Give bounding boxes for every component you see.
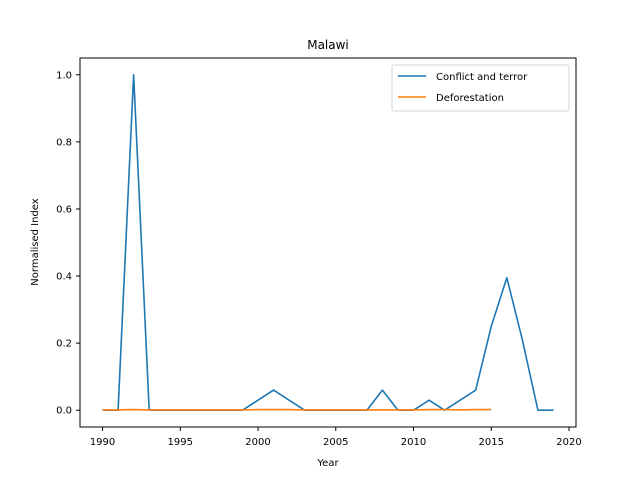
legend: Conflict and terror Deforestation — [391, 64, 570, 112]
y-tick-label: 0.4 — [56, 272, 72, 283]
chart-title: Malawi — [307, 38, 349, 52]
y-tick-label: 0.8 — [56, 137, 72, 148]
y-axis-title: Normalised Index — [30, 198, 41, 285]
series-line-conflict-and-terror — [102, 73, 554, 412]
x-tick-label: 2010 — [401, 437, 426, 448]
x-tick-label: 2005 — [323, 437, 348, 448]
x-axis-title: Year — [316, 458, 339, 469]
x-tick-label: 1995 — [168, 437, 193, 448]
y-tick-label: 0.0 — [56, 406, 72, 417]
legend-label-conflict: Conflict and terror — [436, 72, 528, 83]
plot-area-frame — [79, 57, 577, 428]
y-axis: 0.0 0.2 0.4 0.6 0.8 1.0 — [56, 70, 80, 417]
y-tick-label: 0.2 — [56, 339, 72, 350]
x-tick-label: 2015 — [479, 437, 504, 448]
x-axis: 1990 1995 2000 2005 2010 2015 2020 — [90, 427, 582, 448]
x-tick-label: 2020 — [556, 437, 581, 448]
legend-box — [391, 64, 570, 112]
series-layer — [102, 73, 554, 412]
legend-label-deforestation: Deforestation — [436, 93, 504, 104]
x-tick-label: 1990 — [90, 437, 115, 448]
y-tick-label: 0.6 — [56, 204, 72, 215]
x-tick-label: 2000 — [245, 437, 270, 448]
y-tick-label: 1.0 — [56, 70, 72, 81]
